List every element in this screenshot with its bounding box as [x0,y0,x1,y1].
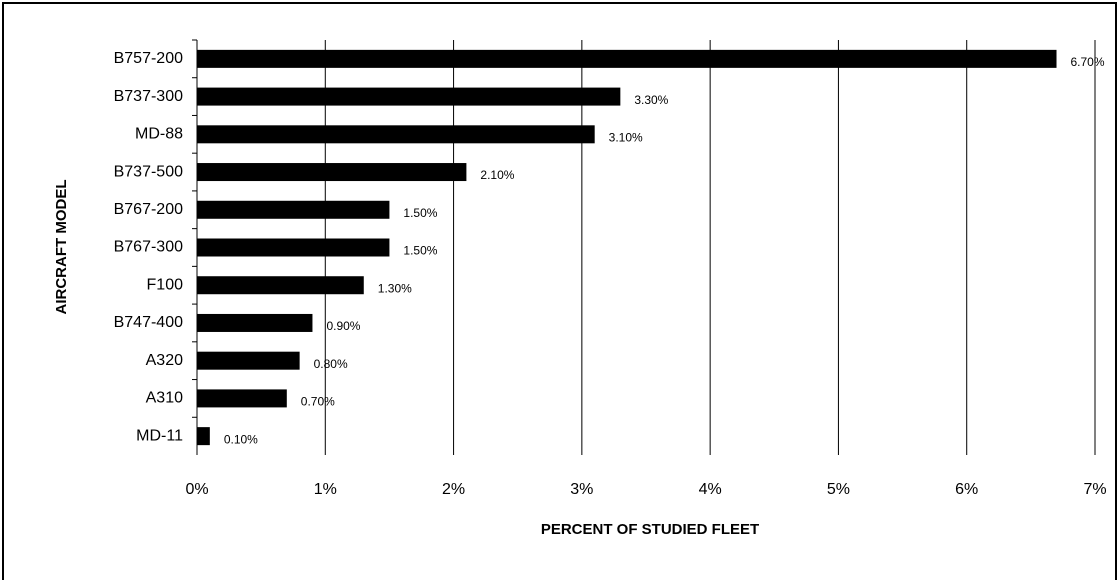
y-tick-label: F100 [147,276,184,293]
bar [197,87,621,106]
value-label: 1.50% [403,206,437,220]
bar [197,163,467,182]
value-label: 1.50% [403,244,437,258]
x-tick-label: 2% [442,481,465,498]
x-tick-label: 0% [185,481,208,498]
y-axis-label: AIRCRAFT MODEL [53,180,70,315]
value-label: 0.70% [301,395,335,409]
y-tick-label: B757-200 [114,50,183,67]
y-tick-label: B767-300 [114,239,183,256]
x-tick-label: 6% [955,481,978,498]
value-label: 0.10% [224,432,258,446]
bar [197,351,300,370]
bar [197,49,1057,68]
bar [197,200,390,219]
bar [197,389,287,408]
y-tick-label: B767-200 [114,201,183,218]
x-tick-label: 4% [699,481,722,498]
value-label: 1.30% [378,281,412,295]
bar [197,313,313,332]
y-tick-label: MD-88 [135,126,183,143]
bar [197,276,364,295]
y-tick-label: B747-400 [114,314,183,331]
x-tick-label: 7% [1083,481,1106,498]
bar [197,125,595,144]
y-tick-label: B737-300 [114,88,183,105]
x-tick-label: 5% [827,481,850,498]
bar [197,238,390,257]
value-label: 0.90% [326,319,360,333]
y-tick-label: MD-11 [136,427,183,444]
x-axis-label: PERCENT OF STUDIED FLEET [541,521,759,538]
value-label: 6.70% [1071,55,1105,69]
x-tick-label: 3% [570,481,593,498]
y-tick-label: A310 [146,390,183,407]
y-tick-label: A320 [146,352,183,369]
value-label: 2.10% [480,168,514,182]
value-label: 3.10% [609,130,643,144]
value-label: 0.80% [314,357,348,371]
y-tick-label: B737-500 [114,163,183,180]
value-label: 3.30% [634,93,668,107]
bar [197,427,210,446]
x-tick-label: 1% [314,481,337,498]
